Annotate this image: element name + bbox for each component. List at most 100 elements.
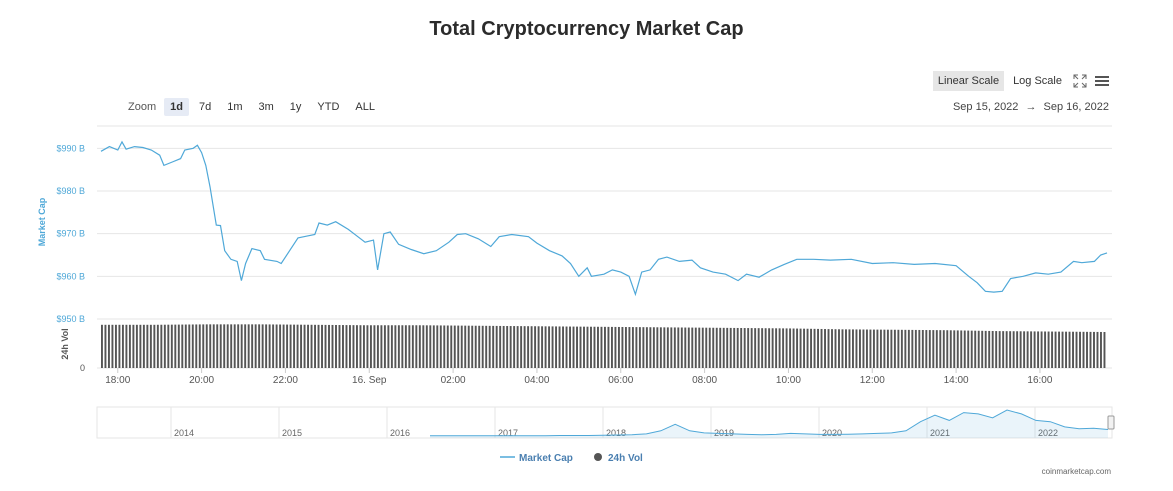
volume-bar (900, 329, 903, 368)
volume-bar (146, 324, 149, 368)
volume-bar (349, 325, 351, 368)
x-tick-label: 20:00 (189, 375, 214, 386)
volume-bar (205, 324, 208, 368)
volume-bar (485, 325, 488, 368)
vol-y-tick-label: 0 (80, 363, 85, 373)
chart-title: Total Cryptocurrency Market Cap (429, 18, 744, 40)
volume-bar (1096, 331, 1099, 368)
zoom-ytd-button[interactable]: YTD (317, 101, 340, 113)
volume-bar (981, 330, 984, 368)
volume-bar (921, 330, 924, 368)
volume-bar (111, 324, 114, 368)
volume-bar (624, 327, 627, 368)
volume-bar (418, 325, 421, 368)
navigator-year-label: 2022 (1038, 428, 1058, 438)
volume-bar (317, 324, 320, 368)
volume-bar (541, 326, 544, 368)
volume-bar (212, 324, 215, 368)
volume-bars (101, 324, 1106, 368)
volume-bar (852, 329, 854, 368)
volume-bar (998, 331, 1001, 368)
volume-bar (792, 328, 795, 368)
volume-bar (918, 329, 921, 368)
navigator-year-label: 2016 (390, 428, 410, 438)
zoom-1m-button[interactable]: 1m (227, 101, 243, 113)
legend-volume-marker (594, 453, 602, 461)
volume-bar (457, 325, 460, 368)
volume-bar (869, 329, 872, 368)
volume-bar (1019, 331, 1022, 368)
volume-bar (1023, 331, 1026, 368)
volume-bar (925, 330, 928, 368)
hamburger-menu-icon[interactable] (1093, 72, 1111, 90)
range-from: Sep 15, 2022 (952, 101, 1019, 113)
volume-bar (590, 326, 592, 368)
volume-bar (768, 328, 771, 368)
volume-bar (572, 326, 575, 368)
volume-bar (876, 329, 879, 368)
volume-bar (408, 325, 411, 368)
zoom-7d-button[interactable]: 7d (198, 101, 212, 113)
volume-bar (352, 325, 355, 368)
volume-bar (265, 324, 268, 368)
volume-bar (488, 325, 491, 368)
volume-bar (562, 326, 565, 368)
volume-bar (967, 330, 970, 368)
volume-bar (1033, 331, 1036, 368)
volume-bar (1005, 331, 1008, 368)
x-tick-label: 06:00 (608, 375, 633, 386)
volume-bar (789, 328, 792, 368)
volume-bar (530, 326, 533, 368)
volume-bar (862, 329, 865, 368)
volume-bar (953, 330, 956, 368)
x-tick-label: 10:00 (776, 375, 801, 386)
volume-bar (506, 326, 509, 368)
volume-bar (722, 327, 725, 368)
volume-bar (355, 325, 358, 368)
volume-bar (970, 330, 973, 368)
volume-bar (527, 326, 530, 368)
y-tick-label: $980 B (56, 186, 85, 196)
volume-bar (845, 329, 847, 368)
volume-bar (1065, 331, 1068, 368)
volume-bar (963, 330, 966, 368)
volume-bar (300, 324, 303, 368)
volume-bar (296, 324, 299, 368)
volume-bar (404, 325, 407, 368)
volume-bar (174, 324, 177, 368)
volume-bar (1079, 331, 1081, 368)
log-scale-button[interactable]: Log Scale (1013, 75, 1062, 87)
linear-scale-button[interactable]: Linear Scale (932, 71, 1005, 91)
volume-bar (607, 326, 610, 368)
volume-bar (128, 324, 131, 368)
volume-bar (293, 324, 296, 368)
zoom-3m-button[interactable]: 3m (258, 101, 274, 113)
volume-bar (369, 325, 372, 368)
volume-bar (1037, 331, 1040, 368)
volume-bar (380, 325, 383, 368)
volume-bar (516, 326, 519, 368)
x-tick-label: 22:00 (273, 375, 298, 386)
volume-bar (1026, 331, 1029, 368)
volume-bar (1040, 331, 1043, 368)
volume-bar (366, 325, 369, 368)
zoom-all-button[interactable]: ALL (355, 101, 375, 113)
volume-bar (216, 324, 219, 368)
y-tick-label: $960 B (56, 271, 85, 281)
volume-bar (251, 324, 254, 368)
volume-bar (548, 326, 551, 368)
volume-bar (474, 325, 477, 368)
volume-bar (597, 326, 599, 368)
volume-bar (1075, 331, 1078, 368)
navigator[interactable]: 2014 2015 2016 2017 2018 2019 2020 2021 2022 (96, 406, 1115, 439)
zoom-1d-button[interactable]: 1d (164, 98, 189, 116)
expand-icon[interactable] (1071, 72, 1089, 90)
volume-bar (750, 328, 753, 368)
volume-bar (631, 327, 634, 368)
volume-bar (446, 325, 449, 368)
zoom-1y-button[interactable]: 1y (289, 101, 302, 113)
volume-bar (628, 327, 631, 368)
volume-bar (163, 324, 166, 368)
volume-bar (324, 324, 327, 368)
